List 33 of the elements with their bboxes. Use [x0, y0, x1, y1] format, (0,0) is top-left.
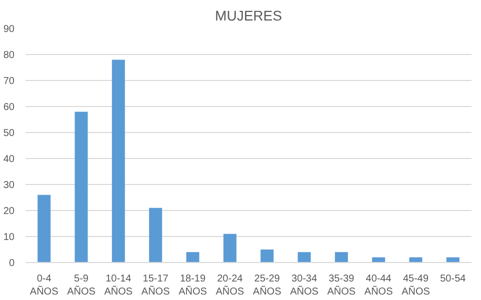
bar — [149, 208, 162, 262]
y-tick-label: 80 — [3, 50, 15, 61]
x-tick-label: 18-19 AÑOS — [178, 274, 208, 298]
bar — [334, 252, 348, 262]
bar — [186, 252, 200, 262]
bar — [38, 194, 51, 262]
x-tick-label: 40-44 AÑOS — [364, 274, 394, 298]
x-tick-label: 30-34 AÑOS — [290, 274, 319, 298]
x-tick-label: 45-49 AÑOS — [402, 274, 430, 298]
x-tick-label: 35-39 AÑOS — [327, 274, 356, 298]
y-tick-label: 30 — [3, 180, 15, 191]
bar — [74, 112, 88, 262]
x-tick-label: 5-9 AÑOS — [67, 274, 96, 298]
y-tick-label: 60 — [3, 102, 15, 113]
x-tick-label: 50-54 — [440, 274, 466, 284]
bar — [112, 60, 125, 262]
bar — [260, 250, 274, 262]
y-tick-label: 0 — [8, 258, 15, 269]
chart-title: MUJERES — [215, 8, 282, 24]
y-tick-label: 50 — [3, 128, 15, 139]
x-tick-label: 20-24 AÑOS — [216, 274, 244, 298]
x-tick-label: 0-4 AÑOS — [30, 274, 59, 298]
y-tick-label: 10 — [3, 232, 15, 243]
x-tick-label: 15-17 AÑOS — [141, 274, 170, 298]
bar — [409, 257, 422, 262]
bar — [223, 234, 236, 262]
y-tick-label: 70 — [3, 76, 15, 87]
bar — [298, 252, 311, 262]
y-tick-label: 40 — [3, 154, 15, 165]
x-tick-label: 10-14 AÑOS — [104, 274, 133, 298]
x-tick-label: 25-29 AÑOS — [252, 274, 282, 298]
y-tick-label: 20 — [3, 206, 15, 217]
y-tick-label: 90 — [3, 24, 15, 35]
